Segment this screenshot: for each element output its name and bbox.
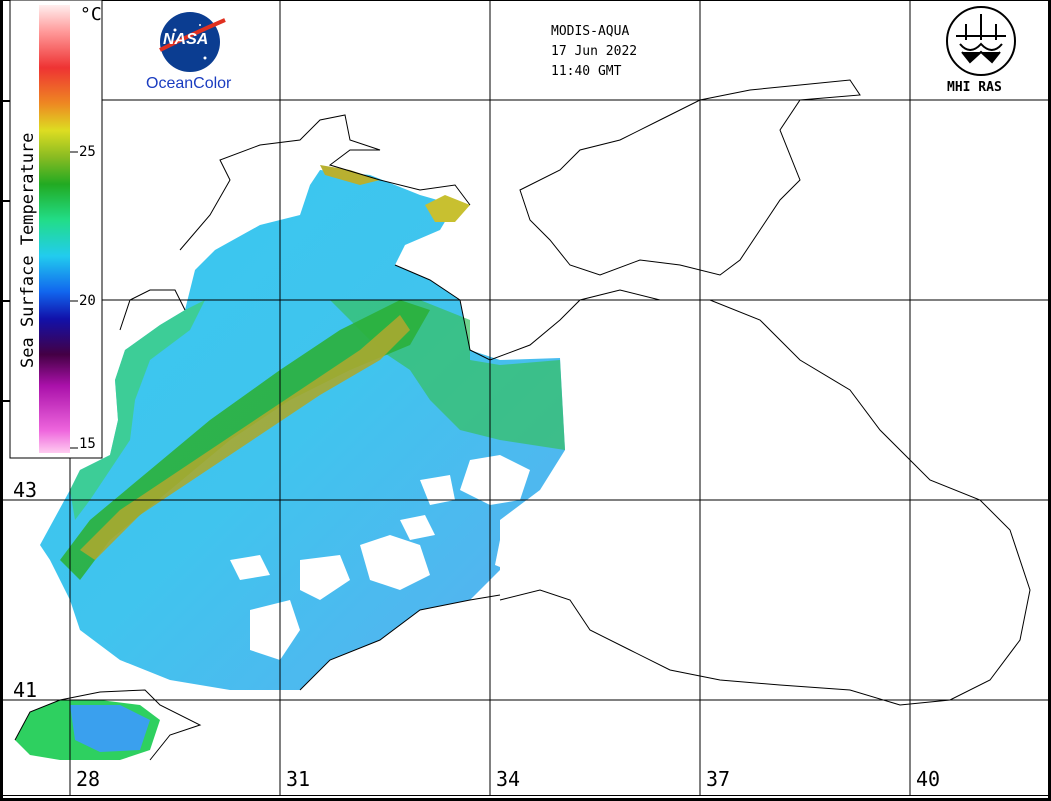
nasa-logo	[159, 12, 226, 72]
west-coast	[119, 289, 186, 331]
colorbar-tick-20: 20	[79, 293, 96, 309]
bay-warm	[320, 165, 380, 185]
warm-core-olive	[80, 315, 410, 560]
marmara-coast	[14, 689, 202, 761]
lon-label-37: 37	[706, 767, 731, 791]
lat-label-43: 43	[13, 478, 38, 502]
north-coast	[179, 114, 471, 251]
oceancolor-label: OceanColor	[146, 75, 232, 92]
lon-label-28: 28	[76, 767, 101, 791]
lat-label-41: 41	[13, 678, 38, 702]
satellite-label: MODIS-AQUA	[551, 24, 630, 39]
marmara-cool	[70, 705, 150, 752]
crimea-coast	[394, 264, 1031, 706]
colorbar-title: Sea Surface Temperature	[18, 132, 38, 368]
cloud-gaps	[230, 455, 560, 660]
coastline	[14, 79, 1031, 761]
colorbar-tick-25: 25	[79, 144, 96, 160]
anatolia-coast	[299, 594, 501, 691]
colorbar-tick-15: 15	[79, 436, 96, 452]
nasa-badge-text: NASA	[163, 31, 209, 48]
colorbar-unit: °C	[80, 4, 102, 25]
lon-label-40: 40	[916, 767, 941, 791]
colorbar-gradient	[39, 5, 70, 453]
mhi-ras-label: MHI RAS	[947, 80, 1002, 95]
azov-coast	[519, 79, 861, 276]
mhi-logo	[946, 6, 1016, 76]
lon-label-34: 34	[496, 767, 521, 791]
lon-label-31: 31	[286, 767, 311, 791]
date-label: 17 Jun 2022	[551, 44, 638, 59]
azov-warm	[425, 195, 470, 222]
time-label: 11:40 GMT	[551, 64, 622, 79]
shelf-warm	[70, 300, 205, 520]
colorbar	[9, 0, 103, 459]
